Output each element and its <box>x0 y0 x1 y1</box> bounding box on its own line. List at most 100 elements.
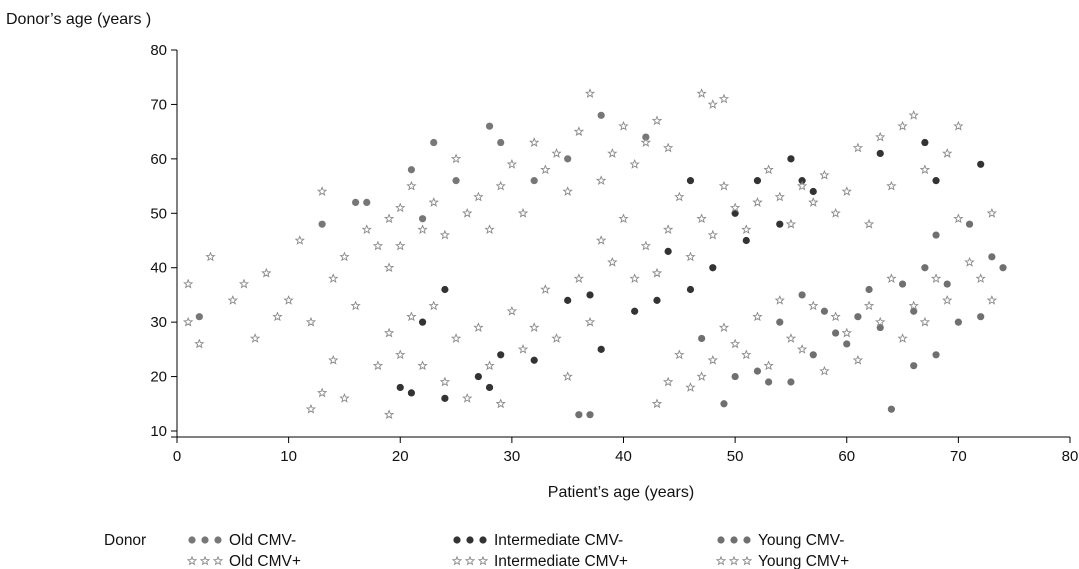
point-old-cmv <box>351 301 361 310</box>
legend-label: Young CMV+ <box>758 553 849 569</box>
point-young-cmv <box>663 377 673 386</box>
point-young-cmv <box>820 307 829 315</box>
point-intermediate-cmv <box>808 197 818 207</box>
point-old-cmv <box>284 295 294 305</box>
point-old-cmv <box>708 99 718 109</box>
point-old-cmv <box>529 137 539 147</box>
point-old-cmv <box>585 88 595 98</box>
point-young-cmv <box>875 317 885 326</box>
point-young-cmv <box>764 361 774 370</box>
point-intermediate-cmv <box>798 177 806 185</box>
point-old-cmv <box>183 279 193 288</box>
x-axis-label: Patient’s age (years) <box>548 484 694 501</box>
point-young-cmv <box>965 220 974 228</box>
point-intermediate-cmv <box>384 410 394 419</box>
point-intermediate-cmv <box>920 165 930 174</box>
point-young-cmv <box>954 318 962 326</box>
legend-marker <box>479 536 487 544</box>
y-tick-label: 50 <box>150 205 167 222</box>
point-old-cmv <box>507 159 517 169</box>
point-old-cmv <box>395 203 405 212</box>
point-old-cmv <box>540 165 550 174</box>
point-young-cmv <box>988 253 996 261</box>
legend-marker <box>453 536 461 544</box>
legend-label: Young CMV- <box>758 532 844 549</box>
point-intermediate-cmv <box>473 322 483 332</box>
legend-entry-intermediate-cmv: Intermediate CMV+ <box>452 553 628 569</box>
point-intermediate-cmv <box>306 404 316 414</box>
point-intermediate-cmv <box>809 187 817 196</box>
point-young-cmv <box>741 350 751 359</box>
point-old-cmv <box>697 88 707 98</box>
y-tick-label: 40 <box>150 260 167 277</box>
point-intermediate-cmv <box>831 208 841 218</box>
y-tick-label: 10 <box>150 423 167 440</box>
point-intermediate-cmv <box>742 236 750 245</box>
point-young-cmv <box>730 339 740 348</box>
point-young-cmv <box>943 280 951 288</box>
point-old-cmv <box>630 159 640 169</box>
point-old-cmv <box>384 214 394 223</box>
point-old-cmv <box>362 224 372 234</box>
point-old-cmv <box>652 116 662 125</box>
point-young-cmv <box>720 400 728 408</box>
legend-entry-young-cmv: Young CMV- <box>717 532 844 549</box>
point-young-cmv <box>865 285 873 294</box>
point-intermediate-cmv <box>932 177 940 185</box>
point-young-cmv <box>753 367 762 375</box>
point-intermediate-cmv <box>497 351 505 359</box>
point-young-cmv <box>842 328 852 337</box>
point-intermediate-cmv <box>396 383 404 392</box>
point-old-cmv <box>418 224 428 234</box>
point-young-cmv <box>674 350 684 359</box>
point-old-cmv <box>328 273 338 283</box>
point-intermediate-cmv <box>552 333 561 343</box>
point-young-cmv <box>686 382 695 392</box>
point-young-cmv <box>999 264 1007 272</box>
point-old-cmv <box>373 241 383 250</box>
point-old-cmv <box>497 138 505 147</box>
point-intermediate-cmv <box>741 224 751 234</box>
point-old-cmv <box>352 198 360 206</box>
point-intermediate-cmv <box>797 181 807 190</box>
point-young-cmv <box>864 301 874 310</box>
point-young-cmv <box>920 317 930 326</box>
point-intermediate-cmv <box>597 345 605 353</box>
point-intermediate-cmv <box>373 361 383 370</box>
legend-title: Donor <box>104 532 146 549</box>
point-young-cmv <box>753 312 762 321</box>
legend-marker <box>717 536 725 544</box>
point-intermediate-cmv <box>485 361 494 370</box>
point-intermediate-cmv <box>395 350 405 359</box>
point-young-cmv <box>977 313 985 321</box>
x-tick-label: 80 <box>1062 448 1079 465</box>
point-intermediate-cmv <box>485 383 494 392</box>
point-intermediate-cmv <box>619 214 628 223</box>
point-intermediate-cmv <box>328 355 338 365</box>
point-old-cmv <box>239 279 249 288</box>
legend-marker <box>452 556 462 565</box>
y-tick-label: 70 <box>150 96 167 113</box>
point-intermediate-cmv <box>462 393 472 403</box>
point-intermediate-cmv <box>731 209 739 217</box>
legend-entry-old-cmv: Old CMV+ <box>187 553 301 569</box>
point-intermediate-cmv <box>339 393 349 403</box>
point-intermediate-cmv <box>407 389 416 397</box>
point-young-cmv <box>787 378 795 386</box>
point-intermediate-cmv <box>921 138 929 147</box>
legend-marker <box>742 556 752 565</box>
point-young-cmv <box>843 340 851 348</box>
legend-marker <box>716 556 726 565</box>
point-young-cmv <box>909 301 919 310</box>
point-intermediate-cmv <box>864 219 874 229</box>
point-intermediate-cmv <box>977 160 985 168</box>
axes: 10 20 30 40 50 60 70 80 0 10 20 30 40 50 60 70 80 <box>150 42 1078 465</box>
point-intermediate-cmv <box>875 132 885 141</box>
point-young-cmv <box>698 334 706 343</box>
point-intermediate-cmv <box>842 186 852 196</box>
point-young-cmv <box>819 366 829 375</box>
x-tick-label: 30 <box>504 448 521 465</box>
point-intermediate-cmv <box>686 285 695 294</box>
point-old-cmv <box>641 137 651 147</box>
point-old-cmv <box>530 177 538 185</box>
